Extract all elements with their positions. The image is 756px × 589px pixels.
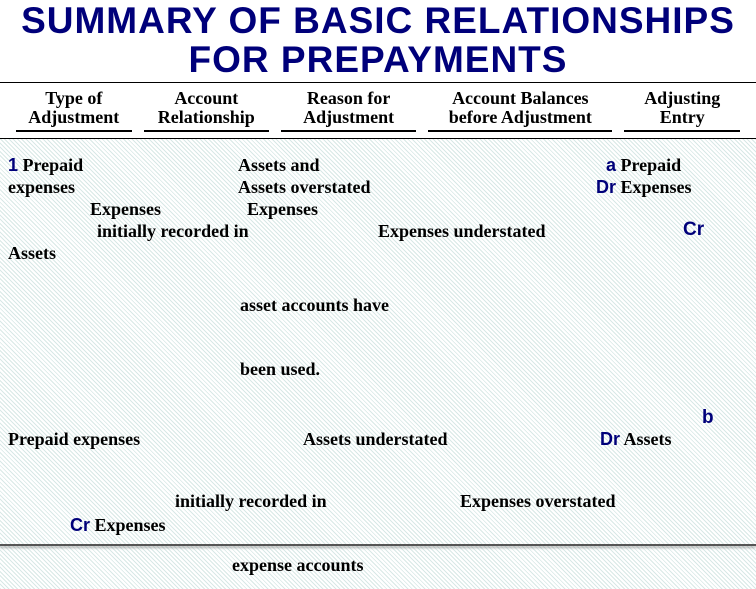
header-balances: Account Balances before Adjustment [422, 87, 618, 139]
text-assets-understated: Assets understated [303, 429, 448, 450]
content-area: 1 Prepaid expenses Assets and Assets ove… [0, 139, 756, 589]
row-marker-1: 1 [8, 155, 18, 175]
text-expenses: expenses [8, 177, 75, 198]
dr-label-1: Dr [596, 177, 616, 197]
text-expenses-overstated: Expenses overstated [460, 491, 616, 512]
text-a-prepaid: Prepaid [621, 155, 682, 175]
header-relationship: Account Relationship [138, 87, 275, 139]
cr-label-1: Cr [683, 219, 704, 241]
text-been-used: been used. [240, 359, 320, 380]
text-assets-and: Assets and [238, 155, 320, 176]
text-cr-expenses: Expenses [95, 515, 166, 535]
text-expenses-understated: Expenses understated [378, 221, 546, 242]
divider-line [0, 544, 756, 546]
column-headers: Type of Adjustment Account Relationship … [0, 83, 756, 140]
text-initially-1: initially recorded in [97, 221, 249, 242]
cr-label-2: Cr [70, 515, 90, 535]
text-expense-accounts: expense accounts [232, 555, 364, 576]
header-entry: Adjusting Entry [618, 87, 746, 139]
text-dr-assets: Assets [624, 429, 672, 449]
text-expenses-2: Expenses [90, 199, 161, 220]
header-type: Type of Adjustment [10, 87, 138, 139]
text-assets: Assets [8, 243, 56, 264]
row-marker-b: b [702, 407, 714, 429]
page-title: SUMMARY OF BASIC RELATIONSHIPS FOR PREPA… [0, 0, 756, 83]
text-assets-overstated: Assets overstated [238, 177, 370, 198]
text-asset-accounts: asset accounts have [240, 295, 389, 316]
text-expenses-3: Expenses [247, 199, 318, 220]
text-prepaid: Prepaid [23, 155, 84, 175]
text-dr-expenses: Expenses [621, 177, 692, 197]
text-prepaid-expenses: Prepaid expenses [8, 429, 140, 450]
text-initially-2: initially recorded in [175, 491, 327, 512]
header-reason: Reason for Adjustment [275, 87, 422, 139]
dr-label-2: Dr [600, 429, 620, 449]
row-marker-a: a [606, 155, 616, 175]
